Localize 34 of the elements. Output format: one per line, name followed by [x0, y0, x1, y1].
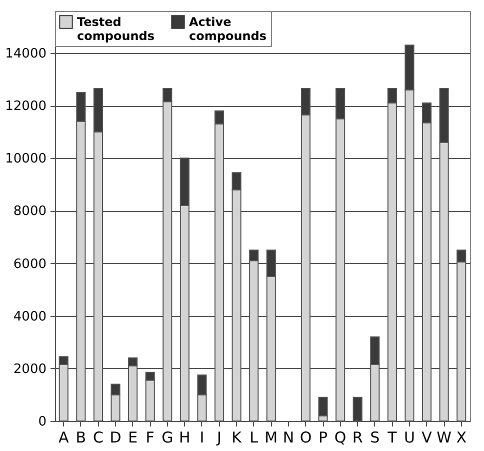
y-tick-label: 6000	[13, 256, 46, 272]
x-tick-label: J	[216, 428, 222, 446]
y-tick-label: 12000	[5, 99, 46, 114]
x-tick-label: G	[162, 428, 174, 446]
legend-label: Active compounds	[189, 15, 267, 43]
x-tick-label: W	[436, 428, 452, 446]
x-tick-label: T	[386, 428, 398, 446]
x-tick-label: K	[232, 428, 243, 446]
x-tick-label: H	[179, 428, 190, 446]
x-tick-label: D	[110, 428, 122, 446]
x-tick-label: B	[76, 428, 86, 446]
x-tick-label: E	[128, 428, 138, 446]
x-tick-label: X	[456, 428, 466, 446]
y-tick-label: 4000	[13, 309, 46, 324]
y-tick-label: 0	[38, 414, 46, 430]
x-tick-label: N	[282, 428, 294, 446]
x-tick-label: L	[250, 428, 259, 446]
x-tick-label: Q	[334, 428, 346, 446]
x-tick-label: M	[264, 428, 278, 446]
x-tick-label: S	[370, 428, 380, 446]
x-tick-label: V	[422, 428, 433, 446]
y-tick-label: 10000	[5, 152, 46, 167]
y-tick-label: 2000	[13, 362, 46, 377]
x-tick-label: R	[352, 428, 363, 446]
y-tick-label: 8000	[13, 204, 46, 220]
x-tick-label: C	[92, 428, 104, 446]
x-tick-label: I	[200, 428, 204, 446]
x-tick-label: U	[404, 428, 415, 446]
y-tick-label: 14000	[5, 46, 46, 62]
legend-label: Tested compounds	[77, 15, 155, 43]
x-tick-label: A	[58, 428, 70, 446]
x-tick-label: P	[318, 428, 328, 446]
x-tick-label: O	[300, 428, 312, 446]
x-tick-label: F	[146, 428, 154, 446]
